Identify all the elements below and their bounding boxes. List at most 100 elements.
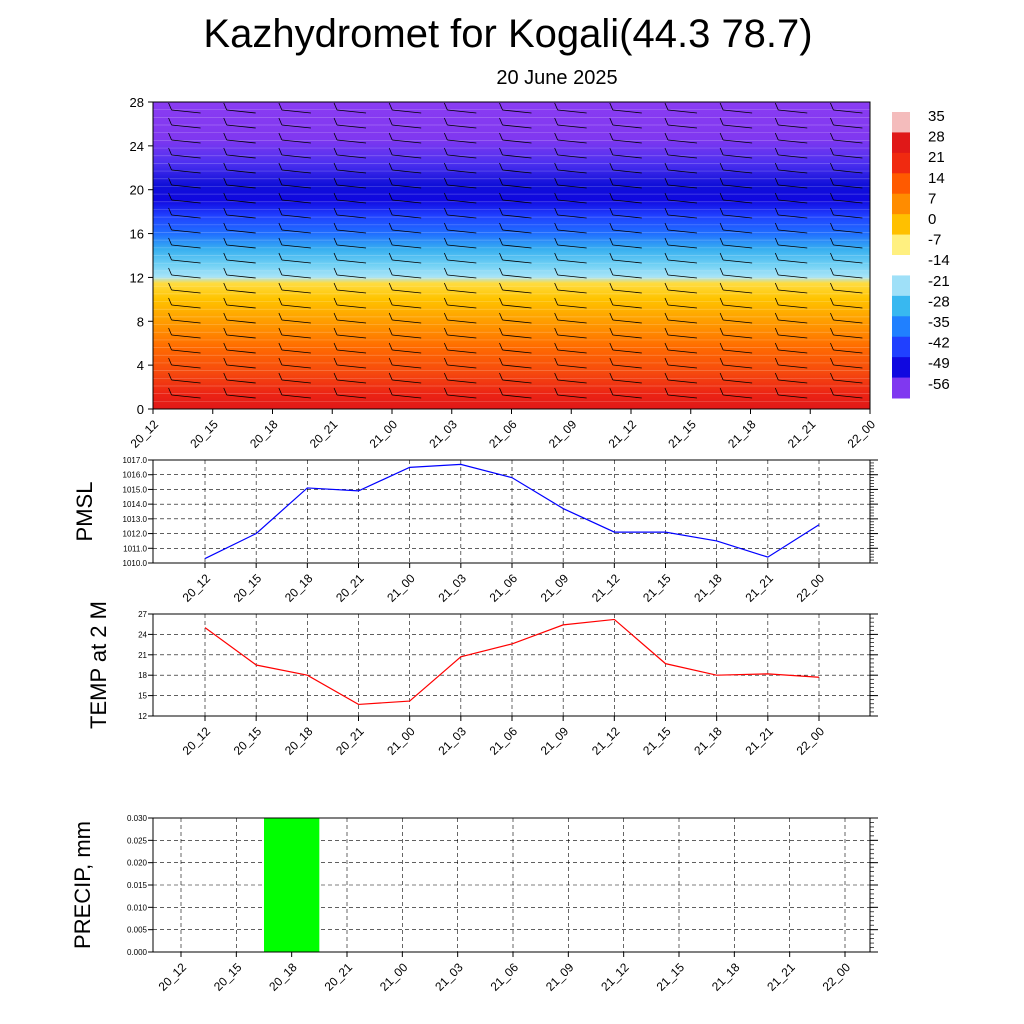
x-tick-label: 21_21 [742, 571, 776, 605]
y-tick-label: 4 [137, 358, 144, 373]
wind-barb-flag [333, 387, 338, 396]
wind-barb-flag [443, 237, 448, 246]
wind-barb [392, 184, 422, 189]
wind-barb-flag [278, 207, 283, 216]
y-tick-label: 1014.0 [123, 500, 148, 509]
wind-barb [171, 334, 201, 339]
wind-barb-flag [719, 267, 724, 276]
wind-barb [226, 259, 256, 264]
wind-barb-flag [554, 207, 559, 216]
wind-barb [723, 394, 753, 399]
wind-barb [557, 229, 587, 234]
wind-barb-flag [443, 282, 448, 291]
wind-barb-flag [499, 372, 503, 381]
x-tick-label: 21_00 [384, 571, 418, 605]
x-tick-label: 20_21 [307, 417, 341, 451]
wind-barb [833, 394, 863, 399]
colorbar-label: -28 [928, 293, 950, 310]
wind-barb-flag [719, 327, 724, 336]
wind-barb-flag [278, 192, 283, 201]
wind-barb [171, 109, 201, 114]
wind-barb [226, 214, 256, 219]
wind-barb-flag [664, 387, 669, 396]
x-tick-label: 20_18 [266, 960, 300, 994]
wind-barb [226, 199, 256, 204]
wind-barb-flag [278, 222, 283, 231]
wind-barb-flag [223, 132, 228, 141]
wind-barb-flag [333, 342, 338, 351]
chart-title: Kazhydromet for Kogali(44.3 78.7) [203, 12, 813, 56]
wind-barb-flag [664, 102, 669, 111]
colorbar-swatch [892, 152, 910, 174]
wind-barb [336, 169, 367, 174]
x-tick-label: 20_12 [180, 724, 214, 758]
wind-barb-flag [774, 342, 779, 351]
wind-barb [392, 259, 422, 264]
wind-barb [281, 259, 311, 264]
wind-barb [502, 154, 532, 159]
wind-barb [667, 154, 698, 159]
wind-barb-flag [499, 237, 503, 246]
y-tick-label: 1011.0 [123, 544, 147, 553]
wind-barb [833, 244, 863, 249]
wind-barb-flag [443, 297, 448, 306]
wind-barb-flag [168, 252, 172, 261]
wind-barb [557, 334, 587, 339]
wind-barb [171, 169, 201, 174]
wind-barb-flag [609, 192, 614, 201]
wind-barb [557, 139, 587, 144]
wind-barb [281, 139, 311, 144]
wind-barb-flag [223, 312, 228, 321]
wind-barb-flag [278, 282, 283, 291]
wind-barb-flag [774, 117, 779, 126]
wind-barb-flag [719, 387, 724, 396]
wind-barb-flag [168, 387, 172, 396]
wind-barb-flag [664, 312, 669, 321]
wind-barb [778, 349, 808, 354]
x-tick-label: 21_03 [426, 417, 460, 451]
wind-barb [447, 364, 477, 369]
wind-barb [392, 394, 422, 399]
wind-barb-flag [499, 252, 503, 261]
wind-barb-flag [664, 162, 669, 171]
pmsl-panel-frame [152, 459, 871, 564]
wind-barb [667, 139, 698, 144]
wind-barb-flag [609, 297, 614, 306]
wind-barb-flag [719, 192, 724, 201]
wind-barb [447, 139, 477, 144]
x-tick-label: 21_15 [640, 571, 674, 605]
wind-barb [612, 259, 642, 264]
wind-barb-flag [388, 387, 393, 396]
x-tick-label: 21_21 [742, 724, 776, 758]
x-tick-label: 20_21 [322, 960, 356, 994]
wind-barb [723, 364, 753, 369]
x-tick-label: 22_00 [794, 571, 828, 605]
wind-barb-flag [168, 117, 172, 126]
wind-barb [612, 319, 642, 324]
y-tick-label: 1013.0 [123, 515, 148, 524]
wind-barb-flag [554, 102, 559, 111]
wind-barb [667, 169, 698, 174]
wind-barb-flag [168, 162, 172, 171]
wind-barb [336, 289, 367, 294]
wind-barb-flag [830, 267, 834, 276]
wind-barb [833, 334, 863, 339]
wind-barb-flag [554, 147, 559, 156]
temp2m-panel-frame [152, 613, 871, 717]
wind-barb-flag [609, 252, 614, 261]
wind-barb-flag [333, 312, 338, 321]
x-tick-label: 22_00 [794, 724, 828, 758]
wind-barb [447, 124, 477, 129]
x-tick-label: 20_18 [282, 724, 316, 758]
wind-barb-flag [664, 192, 669, 201]
y-tick-label: 21 [138, 651, 147, 660]
wind-barb [226, 319, 256, 324]
wind-barb-flag [609, 387, 614, 396]
wind-barb [226, 154, 256, 159]
wind-barb [667, 214, 698, 219]
wind-barb-flag [499, 297, 503, 306]
wind-barb-flag [664, 237, 669, 246]
y-tick-label: 0.030 [127, 814, 148, 823]
colorbar-label: -21 [928, 273, 950, 290]
wind-barb [392, 244, 422, 249]
